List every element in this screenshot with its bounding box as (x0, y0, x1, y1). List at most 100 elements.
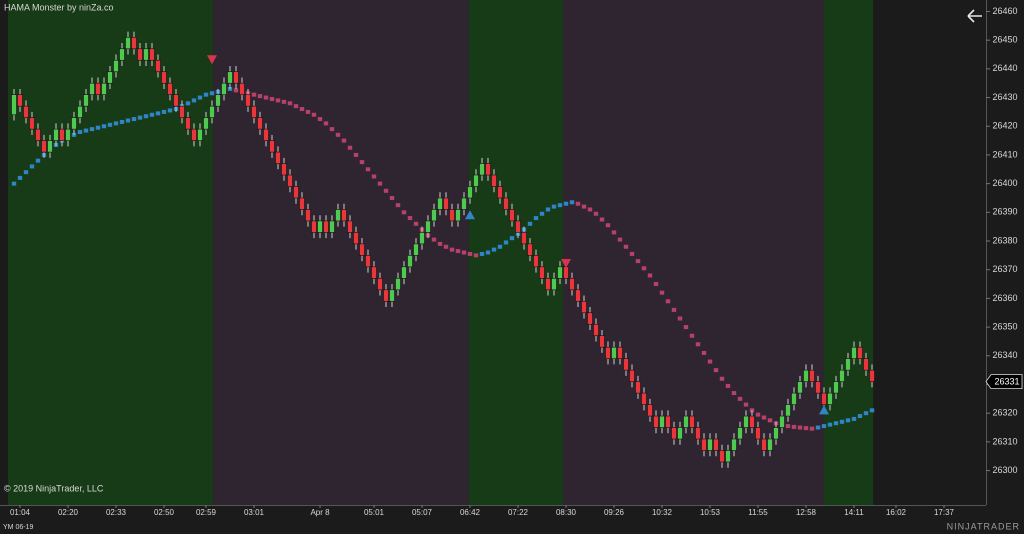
instrument: YM 06-19 (3, 524, 33, 531)
ma-dot (839, 419, 845, 424)
candle-body (527, 243, 533, 256)
y-tick-label: 26460 (992, 6, 1017, 16)
ma-dot (719, 376, 725, 381)
candle-body (65, 128, 71, 141)
candle-body (647, 404, 653, 417)
candle-body (815, 381, 821, 394)
candle-body (761, 438, 767, 451)
candle-body (305, 209, 311, 222)
candle-body (743, 415, 749, 428)
candle-body (335, 209, 341, 222)
ma-dot (317, 117, 323, 122)
candle-body (803, 369, 809, 382)
ma-dot (371, 174, 377, 179)
candle-body (167, 82, 173, 95)
candle-body (665, 415, 671, 428)
y-tick-label: 26320 (992, 408, 1017, 418)
candle-body (275, 151, 281, 164)
ma-dot (653, 282, 659, 287)
x-tick-label: Apr 8 (310, 508, 330, 517)
candle-body (611, 346, 617, 359)
candle-body (623, 358, 629, 371)
y-tick-label: 26380 (992, 235, 1017, 245)
candle-body (617, 346, 623, 359)
ma-dot (635, 259, 641, 264)
ma-dot (593, 211, 599, 216)
ma-dot (149, 112, 155, 117)
candle-body (851, 346, 857, 359)
axes: 2630026310263202633026340263502636026370… (10, 6, 1023, 517)
ma-dot (791, 424, 797, 429)
ma-dot (575, 201, 581, 206)
candle-body (77, 105, 83, 118)
candle-body (155, 59, 161, 73)
y-tick-label: 26310 (992, 436, 1017, 446)
ma-dot (233, 88, 239, 93)
ma-dot (539, 211, 545, 216)
candle-body (767, 438, 773, 451)
ma-dot (473, 253, 479, 258)
candle-body (569, 278, 575, 291)
ma-dot (329, 127, 335, 132)
candle-body (443, 197, 449, 210)
candle-body (833, 381, 839, 394)
ma-dot (731, 391, 737, 396)
ma-dot (659, 290, 665, 295)
ma-dot (365, 167, 371, 172)
candle-body (509, 209, 515, 222)
x-tick-label: 02:50 (154, 508, 175, 517)
candle-body (695, 427, 701, 440)
candle-body (119, 48, 125, 61)
candle-body (131, 37, 137, 50)
ma-dot (107, 122, 113, 127)
candle-body (737, 427, 743, 440)
ma-dot (479, 251, 485, 256)
ma-dot (785, 424, 791, 429)
ma-dot (485, 250, 491, 255)
back-arrow[interactable] (967, 9, 982, 23)
candle-body (239, 82, 245, 95)
candle-body (251, 105, 257, 118)
ma-dot (443, 244, 449, 249)
candle-body (245, 94, 251, 107)
candle-body (575, 289, 581, 302)
ma-dot (269, 96, 275, 101)
ma-dot (347, 145, 353, 150)
x-tick-label: 16:02 (886, 508, 907, 517)
candle-body (827, 392, 833, 405)
candle-body (317, 220, 323, 233)
candle-body (773, 427, 779, 440)
y-tick-label: 26410 (992, 149, 1017, 159)
ma-dot (581, 204, 587, 209)
ma-dot (413, 221, 419, 226)
x-tick-label: 07:22 (508, 508, 529, 517)
candle-body (281, 163, 287, 176)
ma-dot (797, 425, 803, 430)
candle-body (395, 278, 401, 291)
candle-body (137, 48, 143, 61)
candle-body (473, 174, 479, 187)
candle-body (185, 117, 191, 130)
candle-body (839, 369, 845, 382)
candle-body (161, 71, 167, 84)
ma-dot (671, 307, 677, 312)
candle-body (719, 450, 725, 463)
candle-body (629, 369, 635, 382)
ma-dot (161, 109, 167, 114)
candle-body (125, 37, 131, 50)
ma-dot (83, 128, 89, 133)
x-tick-label: 02:20 (58, 508, 79, 517)
ma-dot (11, 181, 17, 186)
candle-body (143, 48, 149, 61)
back-arrow-icon[interactable] (967, 9, 982, 23)
candle-body (545, 278, 551, 291)
ma-dot (617, 237, 623, 242)
candle-body (701, 438, 707, 451)
candle-body (263, 128, 269, 141)
candle-body (383, 289, 389, 302)
candle-body (755, 427, 761, 440)
candle-body (635, 381, 641, 394)
candle-body (323, 220, 329, 233)
ma-dot (287, 101, 293, 106)
